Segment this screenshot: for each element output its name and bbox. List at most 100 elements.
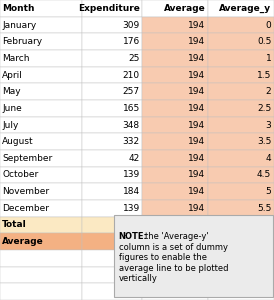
- Bar: [0, 33, 82, 50]
- Text: 5: 5: [266, 187, 271, 196]
- Bar: [208, 33, 274, 50]
- Bar: [142, 233, 208, 250]
- Text: February: February: [2, 37, 42, 46]
- Text: 2326: 2326: [115, 220, 140, 230]
- Bar: [208, 117, 274, 133]
- Text: 3.5: 3.5: [257, 137, 271, 146]
- Text: December: December: [2, 204, 49, 213]
- Text: 5.5: 5.5: [257, 204, 271, 213]
- Text: 194: 194: [189, 154, 206, 163]
- Text: 139: 139: [122, 204, 140, 213]
- Bar: [142, 33, 208, 50]
- Text: 194: 194: [189, 87, 206, 96]
- Text: 2: 2: [266, 87, 271, 96]
- FancyBboxPatch shape: [114, 215, 273, 296]
- Text: 194: 194: [189, 121, 206, 130]
- Bar: [82, 233, 142, 250]
- Text: 194: 194: [189, 137, 206, 146]
- Text: 309: 309: [122, 20, 140, 29]
- Bar: [82, 283, 142, 300]
- Text: 25: 25: [128, 54, 140, 63]
- Bar: [0, 100, 82, 117]
- Bar: [142, 250, 208, 267]
- Bar: [208, 267, 274, 283]
- Text: Expenditure: Expenditure: [78, 4, 140, 13]
- Bar: [0, 133, 82, 150]
- Text: 1.5: 1.5: [257, 70, 271, 80]
- Text: May: May: [2, 87, 21, 96]
- Bar: [0, 150, 82, 167]
- Bar: [208, 250, 274, 267]
- Text: 139: 139: [122, 170, 140, 179]
- Text: 176: 176: [122, 37, 140, 46]
- Bar: [208, 0, 274, 17]
- Text: April: April: [2, 70, 23, 80]
- Text: August: August: [2, 137, 34, 146]
- Bar: [142, 100, 208, 117]
- Bar: [142, 150, 208, 167]
- Bar: [0, 0, 82, 17]
- Bar: [208, 67, 274, 83]
- Bar: [208, 50, 274, 67]
- Text: 42: 42: [129, 154, 140, 163]
- Text: 194: 194: [189, 104, 206, 113]
- Text: column is a set of dummy
figures to enable the
average line to be plotted
vertic: column is a set of dummy figures to enab…: [119, 232, 228, 283]
- Bar: [0, 283, 82, 300]
- Text: Average: Average: [164, 4, 206, 13]
- Bar: [142, 217, 208, 233]
- Bar: [208, 183, 274, 200]
- Text: 194: 194: [189, 20, 206, 29]
- Bar: [208, 217, 274, 233]
- Bar: [82, 183, 142, 200]
- Bar: [0, 117, 82, 133]
- Bar: [82, 17, 142, 33]
- Text: NOTE:: NOTE:: [119, 232, 147, 241]
- Text: Average_y: Average_y: [219, 4, 271, 13]
- Bar: [208, 200, 274, 217]
- Bar: [0, 17, 82, 33]
- Text: 332: 332: [123, 137, 140, 146]
- Text: June: June: [2, 104, 22, 113]
- Text: November: November: [2, 187, 49, 196]
- Bar: [82, 100, 142, 117]
- Text: 257: 257: [123, 87, 140, 96]
- Bar: [208, 83, 274, 100]
- Bar: [142, 283, 208, 300]
- Text: 0.5: 0.5: [257, 37, 271, 46]
- Bar: [142, 267, 208, 283]
- Bar: [82, 83, 142, 100]
- Text: 194: 194: [189, 187, 206, 196]
- Text: Average: Average: [2, 237, 44, 246]
- Bar: [208, 17, 274, 33]
- Bar: [0, 217, 82, 233]
- Bar: [0, 200, 82, 217]
- Bar: [0, 83, 82, 100]
- Text: Total: Total: [2, 220, 27, 230]
- Bar: [82, 250, 142, 267]
- Text: 210: 210: [123, 70, 140, 80]
- Bar: [0, 167, 82, 183]
- Bar: [0, 267, 82, 283]
- Text: Month: Month: [2, 4, 35, 13]
- Bar: [0, 250, 82, 267]
- Text: January: January: [2, 20, 36, 29]
- Text: 348: 348: [123, 121, 140, 130]
- Text: 194: 194: [189, 70, 206, 80]
- Bar: [142, 17, 208, 33]
- Bar: [82, 133, 142, 150]
- Text: 0: 0: [266, 20, 271, 29]
- Bar: [82, 167, 142, 183]
- Bar: [0, 233, 82, 250]
- Text: 4.5: 4.5: [257, 170, 271, 179]
- Bar: [142, 183, 208, 200]
- Bar: [208, 283, 274, 300]
- Bar: [0, 50, 82, 67]
- Text: 194: 194: [189, 170, 206, 179]
- Bar: [142, 167, 208, 183]
- Bar: [142, 200, 208, 217]
- Text: 2.5: 2.5: [257, 104, 271, 113]
- Text: 1: 1: [266, 54, 271, 63]
- Bar: [142, 0, 208, 17]
- Text: 4: 4: [266, 154, 271, 163]
- Text: 3: 3: [266, 121, 271, 130]
